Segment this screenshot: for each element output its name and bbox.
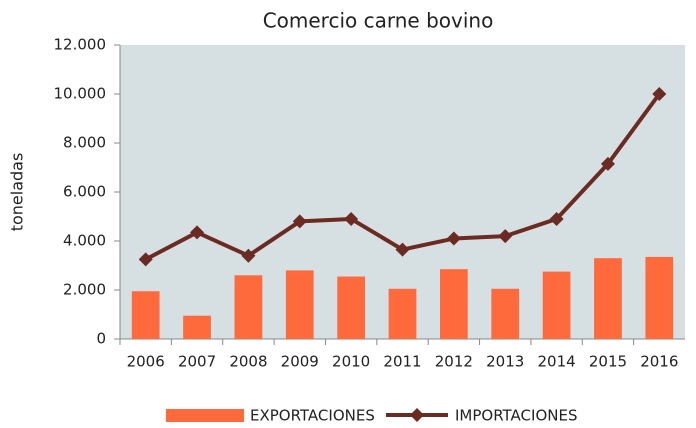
bar bbox=[234, 275, 263, 339]
legend-swatch bbox=[166, 409, 244, 422]
bar bbox=[439, 269, 468, 339]
legend-label: EXPORTACIONES bbox=[250, 407, 375, 425]
legend-marker bbox=[410, 408, 424, 422]
x-tick-label: 2009 bbox=[281, 353, 319, 371]
bar bbox=[491, 288, 520, 339]
marker bbox=[498, 229, 513, 244]
x-tick-label: 2013 bbox=[486, 353, 524, 371]
y-tick-label: 0 bbox=[96, 330, 106, 348]
x-tick-label: 2015 bbox=[589, 353, 627, 371]
x-tick-label: 2010 bbox=[332, 353, 370, 371]
marker bbox=[446, 231, 461, 246]
x-tick-label: 2012 bbox=[435, 353, 473, 371]
y-tick-label: 12.000 bbox=[54, 36, 107, 54]
bar bbox=[131, 291, 160, 339]
bar bbox=[645, 256, 674, 339]
y-tick-label: 4.000 bbox=[63, 232, 106, 250]
bar bbox=[594, 258, 622, 339]
marker bbox=[652, 87, 667, 101]
legend-label: IMPORTACIONES bbox=[455, 407, 577, 425]
bar bbox=[542, 271, 571, 339]
marker bbox=[600, 156, 615, 171]
x-tick-label: 2011 bbox=[383, 353, 421, 371]
bar bbox=[337, 276, 366, 339]
x-tick-label: 2006 bbox=[127, 353, 165, 371]
x-tick-label: 2014 bbox=[537, 353, 575, 371]
marker bbox=[344, 211, 359, 226]
marker bbox=[138, 252, 153, 267]
x-tick-label: 2008 bbox=[229, 353, 267, 371]
chart-title: Comercio carne bovino bbox=[263, 9, 494, 33]
x-tick-label: 2016 bbox=[640, 353, 678, 371]
marker bbox=[292, 214, 307, 229]
x-tick-label: 2007 bbox=[178, 353, 216, 371]
y-tick-label: 8.000 bbox=[63, 134, 106, 152]
bar bbox=[388, 288, 417, 339]
y-tick-label: 6.000 bbox=[63, 183, 106, 201]
y-tick-label: 2.000 bbox=[63, 281, 106, 299]
bar bbox=[285, 270, 314, 339]
marker bbox=[395, 242, 410, 257]
bar bbox=[183, 315, 211, 339]
marker bbox=[241, 248, 256, 263]
y-tick-label: 10.000 bbox=[54, 85, 107, 103]
marker bbox=[190, 225, 205, 240]
marker bbox=[549, 211, 564, 226]
y-axis-label: toneladas bbox=[8, 153, 27, 232]
